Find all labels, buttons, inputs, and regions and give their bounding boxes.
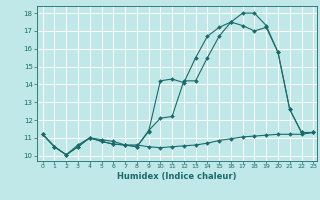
X-axis label: Humidex (Indice chaleur): Humidex (Indice chaleur) (117, 172, 236, 181)
